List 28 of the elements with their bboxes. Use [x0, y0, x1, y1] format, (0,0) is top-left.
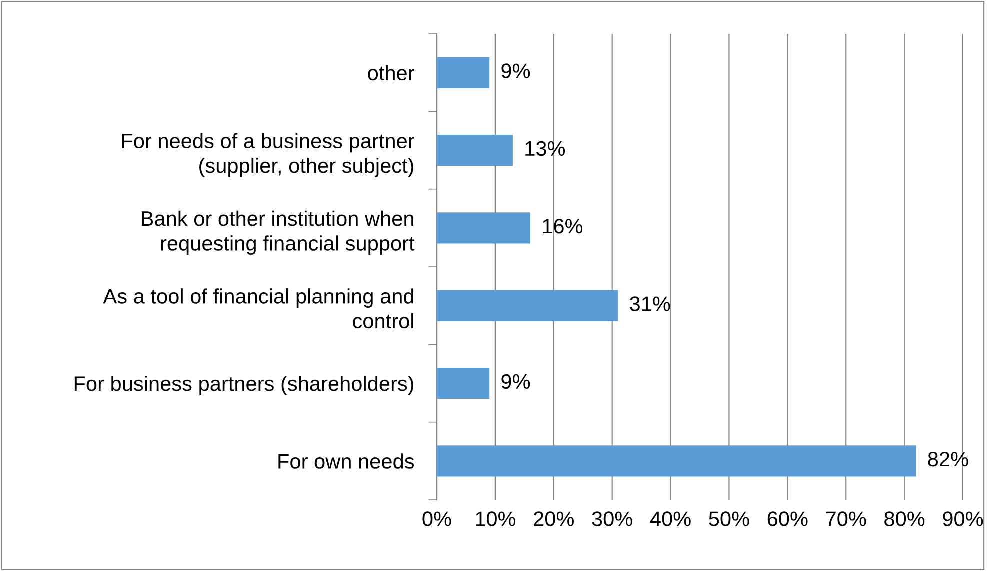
data-label: 9% — [502, 64, 530, 78]
x-tick-label: 60% — [768, 512, 808, 526]
y-tick-label: Bank or other institution when requesting financial support — [142, 210, 415, 256]
x-tick-label: 50% — [709, 512, 750, 526]
bar — [437, 212, 531, 244]
y-tick-label: other — [368, 65, 414, 81]
x-tick-label: 30% — [592, 512, 632, 526]
y-tick-label: As a tool of financial planning and control — [103, 288, 414, 329]
bar — [437, 446, 916, 477]
data-label: 16% — [543, 219, 583, 234]
bar — [437, 134, 513, 166]
bar — [437, 368, 490, 400]
x-tick-label: 90% — [943, 512, 984, 526]
bar — [437, 290, 618, 322]
y-tick-label: For own needs — [278, 454, 414, 469]
x-tick-label: 10% — [476, 512, 516, 526]
y-tick-label: For business partners (shareholders) — [74, 376, 414, 396]
bar — [437, 57, 490, 88]
x-tick-label: 0% — [422, 512, 452, 526]
data-label: 31% — [630, 296, 670, 312]
y-tick-label: For needs of a business partner (supplier, other subject) — [122, 133, 414, 178]
data-label: 13% — [526, 141, 566, 156]
x-tick-label: 40% — [650, 512, 691, 526]
x-tick-label: 80% — [884, 512, 925, 526]
x-tick-label: 70% — [826, 512, 866, 526]
data-label: 82% — [928, 452, 968, 467]
x-tick-label: 20% — [534, 512, 574, 526]
data-label: 9% — [502, 374, 530, 390]
